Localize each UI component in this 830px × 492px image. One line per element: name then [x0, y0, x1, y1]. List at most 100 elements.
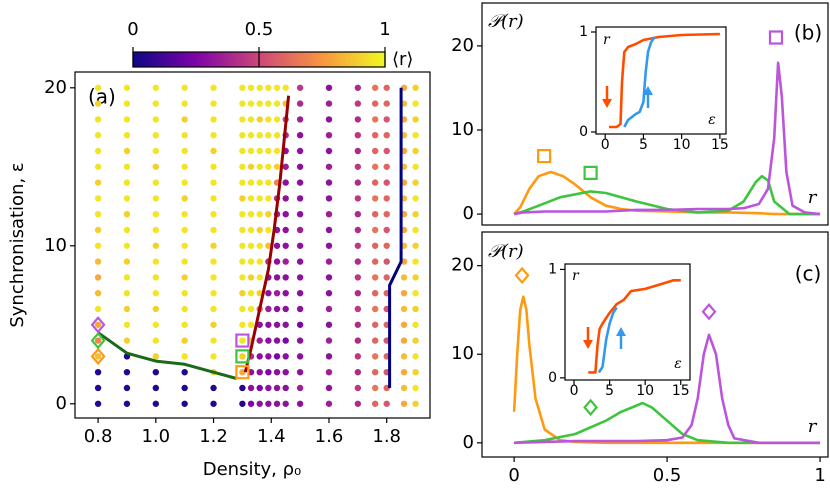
dot: [94, 274, 102, 281]
dot: [123, 384, 131, 392]
dot: [239, 242, 246, 249]
panel-label: (a): [88, 85, 116, 109]
dot: [256, 116, 263, 123]
dot: [181, 210, 188, 218]
marker-square: [583, 165, 598, 180]
dot: [296, 258, 304, 265]
dot: [256, 179, 263, 186]
x-axis-label: r: [808, 416, 818, 437]
dot: [247, 400, 255, 407]
dot: [354, 163, 362, 170]
dot: [181, 179, 188, 186]
dot: [152, 131, 160, 139]
dot: [239, 131, 246, 139]
dot: [152, 368, 160, 376]
dot: [296, 368, 304, 376]
dot: [354, 305, 362, 313]
dot: [273, 116, 281, 123]
dot: [354, 195, 362, 202]
dot: [181, 100, 188, 107]
dot: [152, 321, 160, 328]
dot: [123, 321, 131, 328]
dot: [181, 337, 188, 344]
dot: [325, 274, 333, 281]
dot: [181, 384, 188, 392]
dot: [400, 384, 408, 392]
dot: [371, 163, 379, 170]
dot: [371, 258, 379, 265]
y-tick-label: 0: [579, 124, 588, 140]
dot: [282, 368, 289, 376]
dot: [256, 242, 263, 249]
dot: [265, 131, 272, 139]
dot: [94, 210, 102, 218]
dot: [210, 400, 217, 407]
dot: [371, 179, 379, 186]
dot: [282, 274, 289, 281]
dot: [247, 100, 255, 107]
dot: [256, 163, 263, 170]
dot: [210, 321, 217, 328]
dot: [273, 242, 281, 249]
dot: [123, 226, 131, 234]
dot: [247, 258, 255, 265]
x-axis-label: ε: [674, 356, 682, 372]
dot: [247, 384, 255, 392]
dot: [239, 368, 246, 376]
dot: [94, 305, 102, 313]
dot: [94, 84, 102, 91]
dot: [273, 84, 281, 91]
dot: [94, 131, 102, 139]
dot: [123, 289, 131, 297]
dot: [210, 179, 217, 186]
dot: [296, 353, 304, 360]
dot: [296, 337, 304, 344]
dot: [152, 226, 160, 234]
dot: [400, 289, 408, 297]
dot: [94, 400, 102, 407]
dot: [181, 289, 188, 297]
dot: [152, 100, 160, 107]
x-tick-label: 15: [711, 137, 729, 153]
dot: [239, 384, 246, 392]
dot: [412, 163, 419, 170]
dot: [239, 116, 246, 123]
dot: [247, 147, 255, 155]
dot: [123, 242, 131, 249]
dot: [152, 305, 160, 313]
dot: [412, 274, 419, 281]
dot: [123, 195, 131, 202]
dot: [210, 353, 217, 360]
dot: [371, 289, 379, 297]
dot: [354, 258, 362, 265]
dot: [371, 353, 379, 360]
dot: [265, 210, 272, 218]
dot: [282, 258, 289, 265]
dot: [181, 84, 188, 91]
dot: [256, 368, 263, 376]
dot: [400, 353, 408, 360]
dot: [256, 147, 263, 155]
dot: [383, 226, 390, 234]
dot: [296, 131, 304, 139]
dot: [371, 147, 379, 155]
dot: [354, 242, 362, 249]
dot: [256, 226, 263, 234]
dot: [123, 84, 131, 91]
data-line: [243, 95, 291, 373]
dot: [123, 274, 131, 281]
dot: [239, 258, 246, 265]
dot: [123, 100, 131, 107]
dot: [412, 210, 419, 218]
arrow-head: [616, 327, 626, 336]
dot: [265, 226, 272, 234]
dot: [181, 400, 188, 407]
y-axis-label: r: [603, 32, 611, 48]
dot: [181, 163, 188, 170]
x-tick-label: 1: [814, 465, 825, 486]
dot: [152, 210, 160, 218]
marker-diamond: [90, 347, 106, 366]
marker-diamond: [90, 331, 106, 350]
dot: [383, 147, 390, 155]
x-tick-label: 1.6: [315, 426, 344, 447]
